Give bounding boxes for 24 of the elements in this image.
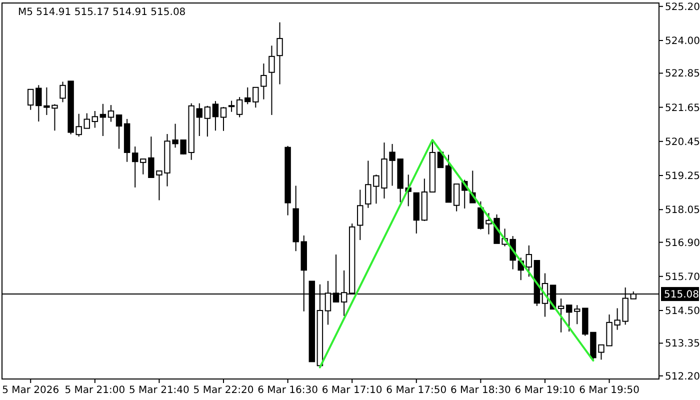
- y-tick-label: 512.20: [665, 371, 700, 382]
- x-tick-label: 6 Mar 17:10: [322, 385, 382, 396]
- x-tick-label: 6 Mar 16:30: [258, 385, 318, 396]
- chart-title: M5 514.91 515.17 514.91 515.08: [18, 7, 186, 18]
- y-tick-label: 521.65: [665, 102, 700, 114]
- x-tick-label: 5 Mar 21:00: [64, 385, 126, 396]
- x-tick-label: 6 Mar 17:50: [386, 385, 447, 396]
- y-tick-label: 522.85: [665, 68, 700, 80]
- y-tick-label: 516.90: [665, 238, 700, 249]
- y-tick-label: 514.50: [665, 306, 700, 318]
- x-tick-label: 6 Mar 19:10: [514, 385, 576, 396]
- ref-line-label: 515.08: [664, 290, 699, 301]
- x-tick-label: 6 Mar 18:30: [450, 385, 511, 396]
- y-tick-label: 519.25: [665, 171, 700, 182]
- y-tick-label: 513.35: [665, 338, 700, 350]
- x-tick-label: 6 Mar 19:50: [579, 385, 640, 396]
- x-tick-label: 5 Mar 21:40: [129, 385, 190, 396]
- x-tick-label: 5 Mar 22:20: [193, 385, 254, 396]
- y-tick-label: 518.05: [665, 205, 700, 216]
- x-tick-label: 5 Mar 2026: [2, 385, 60, 396]
- y-tick-label: 520.45: [665, 136, 700, 148]
- y-tick-label: 524.00: [665, 36, 700, 48]
- y-tick-label: 525.20: [665, 2, 700, 13]
- y-tick-label: 515.70: [665, 272, 700, 283]
